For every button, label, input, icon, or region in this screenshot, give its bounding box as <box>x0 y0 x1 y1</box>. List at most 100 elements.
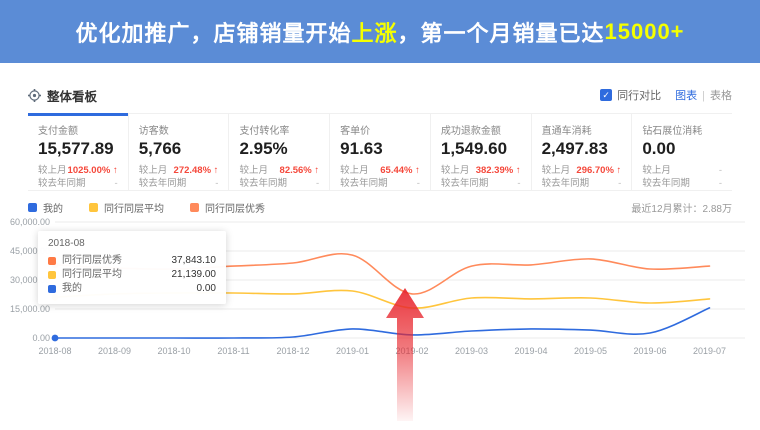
red-up-arrow-annotation <box>386 288 424 421</box>
yoy-value: - <box>718 178 723 189</box>
mom-label: 较上月 <box>138 165 168 176</box>
promo-banner: 优化加推广，店铺销量开始 上涨 ，第一个月销量已达 15000+ <box>0 0 760 63</box>
metric-card[interactable]: 钻石展位消耗 0.00 较上月 - 较去年同期 - <box>632 114 732 190</box>
metric-card[interactable]: 直通车消耗 2,497.83 较上月 296.70% ↑ 较去年同期 - <box>532 114 633 190</box>
svg-text:2019-01: 2019-01 <box>336 346 369 356</box>
peer-compare-label: 同行对比 <box>617 90 662 102</box>
yoy-value: - <box>618 178 622 189</box>
metric-card[interactable]: 成功退款金额 1,549.60 较上月 382.39% ↑ 较去年同期 - <box>431 114 532 190</box>
dashboard-gear-icon <box>28 88 41 102</box>
legend-swatch <box>89 202 98 212</box>
metric-label: 访客数 <box>138 126 169 137</box>
banner-text: ，第一个月销量已达 <box>397 20 605 46</box>
svg-text:60,000.00: 60,000.00 <box>10 217 50 227</box>
metric-value: 2.95% <box>239 139 288 158</box>
tooltip-row: 同行同层优秀 37,843.10 <box>48 254 216 268</box>
legend-item-peer-best[interactable]: 同行同层优秀 <box>190 200 265 215</box>
legend-swatch <box>190 202 199 212</box>
tooltip-row: 同行同层平均 21,139.00 <box>48 268 216 282</box>
svg-text:2019-04: 2019-04 <box>514 346 547 356</box>
banner-text: 优化加推广，店铺销量开始 <box>75 20 352 46</box>
yoy-value: - <box>315 178 320 189</box>
yoy-value: - <box>517 178 521 189</box>
metric-card-row: 支付金额 15,577.89 较上月 1025.00% ↑ 较去年同期 - 访客… <box>28 113 732 191</box>
tooltip-date: 2018-08 <box>48 238 85 249</box>
svg-text:0.00: 0.00 <box>32 333 50 343</box>
metric-card[interactable]: 支付金额 15,577.89 较上月 1025.00% ↑ 较去年同期 - <box>28 113 129 190</box>
yoy-value: - <box>215 178 219 189</box>
yoy-value: - <box>114 178 118 189</box>
legend-label: 同行同层优秀 <box>205 203 265 215</box>
metric-label: 支付金额 <box>38 126 78 137</box>
peer-compare-checkbox[interactable]: ✓ <box>600 89 613 101</box>
svg-text:30,000.00: 30,000.00 <box>10 275 50 285</box>
legend-item-peer-avg[interactable]: 同行同层平均 <box>89 200 164 215</box>
metric-label: 支付转化率 <box>239 126 290 137</box>
metric-label: 钻石展位消耗 <box>642 126 703 137</box>
mom-value: 82.56% ↑ <box>279 165 320 176</box>
yoy-label: 较去年同期 <box>541 178 590 189</box>
metric-card[interactable]: 访客数 5,766 较上月 272.48% ↑ 较去年同期 - <box>129 114 230 190</box>
metric-value: 5,766 <box>138 139 182 158</box>
view-toggle-divider: | <box>702 90 705 102</box>
metric-card[interactable]: 支付转化率 2.95% 较上月 82.56% ↑ 较去年同期 - <box>229 114 331 190</box>
svg-text:45,000.00: 45,000.00 <box>10 246 50 256</box>
svg-text:2018-11: 2018-11 <box>217 346 249 356</box>
banner-highlight: 15000+ <box>604 18 685 44</box>
yoy-label: 较去年同期 <box>239 178 287 189</box>
svg-text:2018-10: 2018-10 <box>157 346 190 356</box>
tooltip-swatch <box>48 285 56 293</box>
mom-value: - <box>718 165 723 176</box>
view-chart-link[interactable]: 图表 <box>675 90 698 102</box>
mom-value: 296.70% ↑ <box>576 165 622 176</box>
svg-text:2019-06: 2019-06 <box>633 346 666 356</box>
metric-value: 91.63 <box>340 139 383 158</box>
mom-label: 较上月 <box>642 165 671 176</box>
metric-value: 15,577.89 <box>38 139 114 158</box>
view-table-link[interactable]: 表格 <box>710 90 732 102</box>
tooltip-swatch <box>48 271 56 279</box>
metric-value: 1,549.60 <box>440 139 508 158</box>
metric-label: 直通车消耗 <box>541 126 592 137</box>
metric-value: 2,497.83 <box>541 139 608 158</box>
page-title: 整体看板 <box>47 89 98 104</box>
mom-value: 382.39% ↑ <box>475 165 521 176</box>
svg-text:2018-12: 2018-12 <box>276 346 309 356</box>
cumulative-12m-total: 最近12月累计：2.88万 <box>631 203 732 215</box>
banner-highlight: 上涨 <box>351 20 398 46</box>
svg-text:2018-08: 2018-08 <box>38 346 71 356</box>
mom-value: 272.48% ↑ <box>173 165 219 176</box>
yoy-value: - <box>416 178 420 189</box>
mom-label: 较上月 <box>541 165 571 176</box>
chart-tooltip: 2018-08 同行同层优秀 37,843.10 同行同层平均 21,139.0… <box>38 231 226 304</box>
mom-value: 1025.00% ↑ <box>67 165 118 176</box>
chart-legend: 我的 同行同层平均 同行同层优秀 最近12月累计：2.88万 <box>28 199 732 215</box>
tooltip-row: 我的 0.00 <box>48 282 216 296</box>
svg-text:15,000.00: 15,000.00 <box>10 304 50 314</box>
yoy-label: 较去年同期 <box>138 178 187 189</box>
yoy-label: 较去年同期 <box>440 178 489 189</box>
legend-swatch <box>28 202 37 212</box>
active-tab-indicator <box>28 113 128 116</box>
legend-label: 同行同层平均 <box>104 203 164 215</box>
metric-card[interactable]: 客单价 91.63 较上月 65.44% ↑ 较去年同期 - <box>330 114 431 190</box>
mom-label: 较上月 <box>38 165 67 176</box>
mom-label: 较上月 <box>440 165 470 176</box>
svg-text:2018-09: 2018-09 <box>98 346 131 356</box>
legend-item-mine[interactable]: 我的 <box>28 200 63 215</box>
metric-value: 0.00 <box>642 139 676 158</box>
yoy-label: 较去年同期 <box>340 178 388 189</box>
mom-label: 较上月 <box>340 165 369 176</box>
panel-header: 整体看板 ✓ 同行对比 图表 | 表格 <box>28 85 732 105</box>
sales-trend-chart[interactable]: 0.00 15,000.00 30,000.00 45,000.00 60,000.00… <box>0 215 760 427</box>
metric-label: 成功退款金额 <box>440 126 501 137</box>
legend-label: 我的 <box>43 203 63 215</box>
svg-text:2019-05: 2019-05 <box>574 346 607 356</box>
yoy-label: 较去年同期 <box>38 178 86 189</box>
svg-text:2019-07: 2019-07 <box>693 346 726 356</box>
svg-text:2019-03: 2019-03 <box>455 346 488 356</box>
yoy-label: 较去年同期 <box>642 178 690 189</box>
mom-value: 65.44% ↑ <box>380 165 420 176</box>
tooltip-swatch <box>48 257 56 265</box>
mom-label: 较上月 <box>239 165 268 176</box>
